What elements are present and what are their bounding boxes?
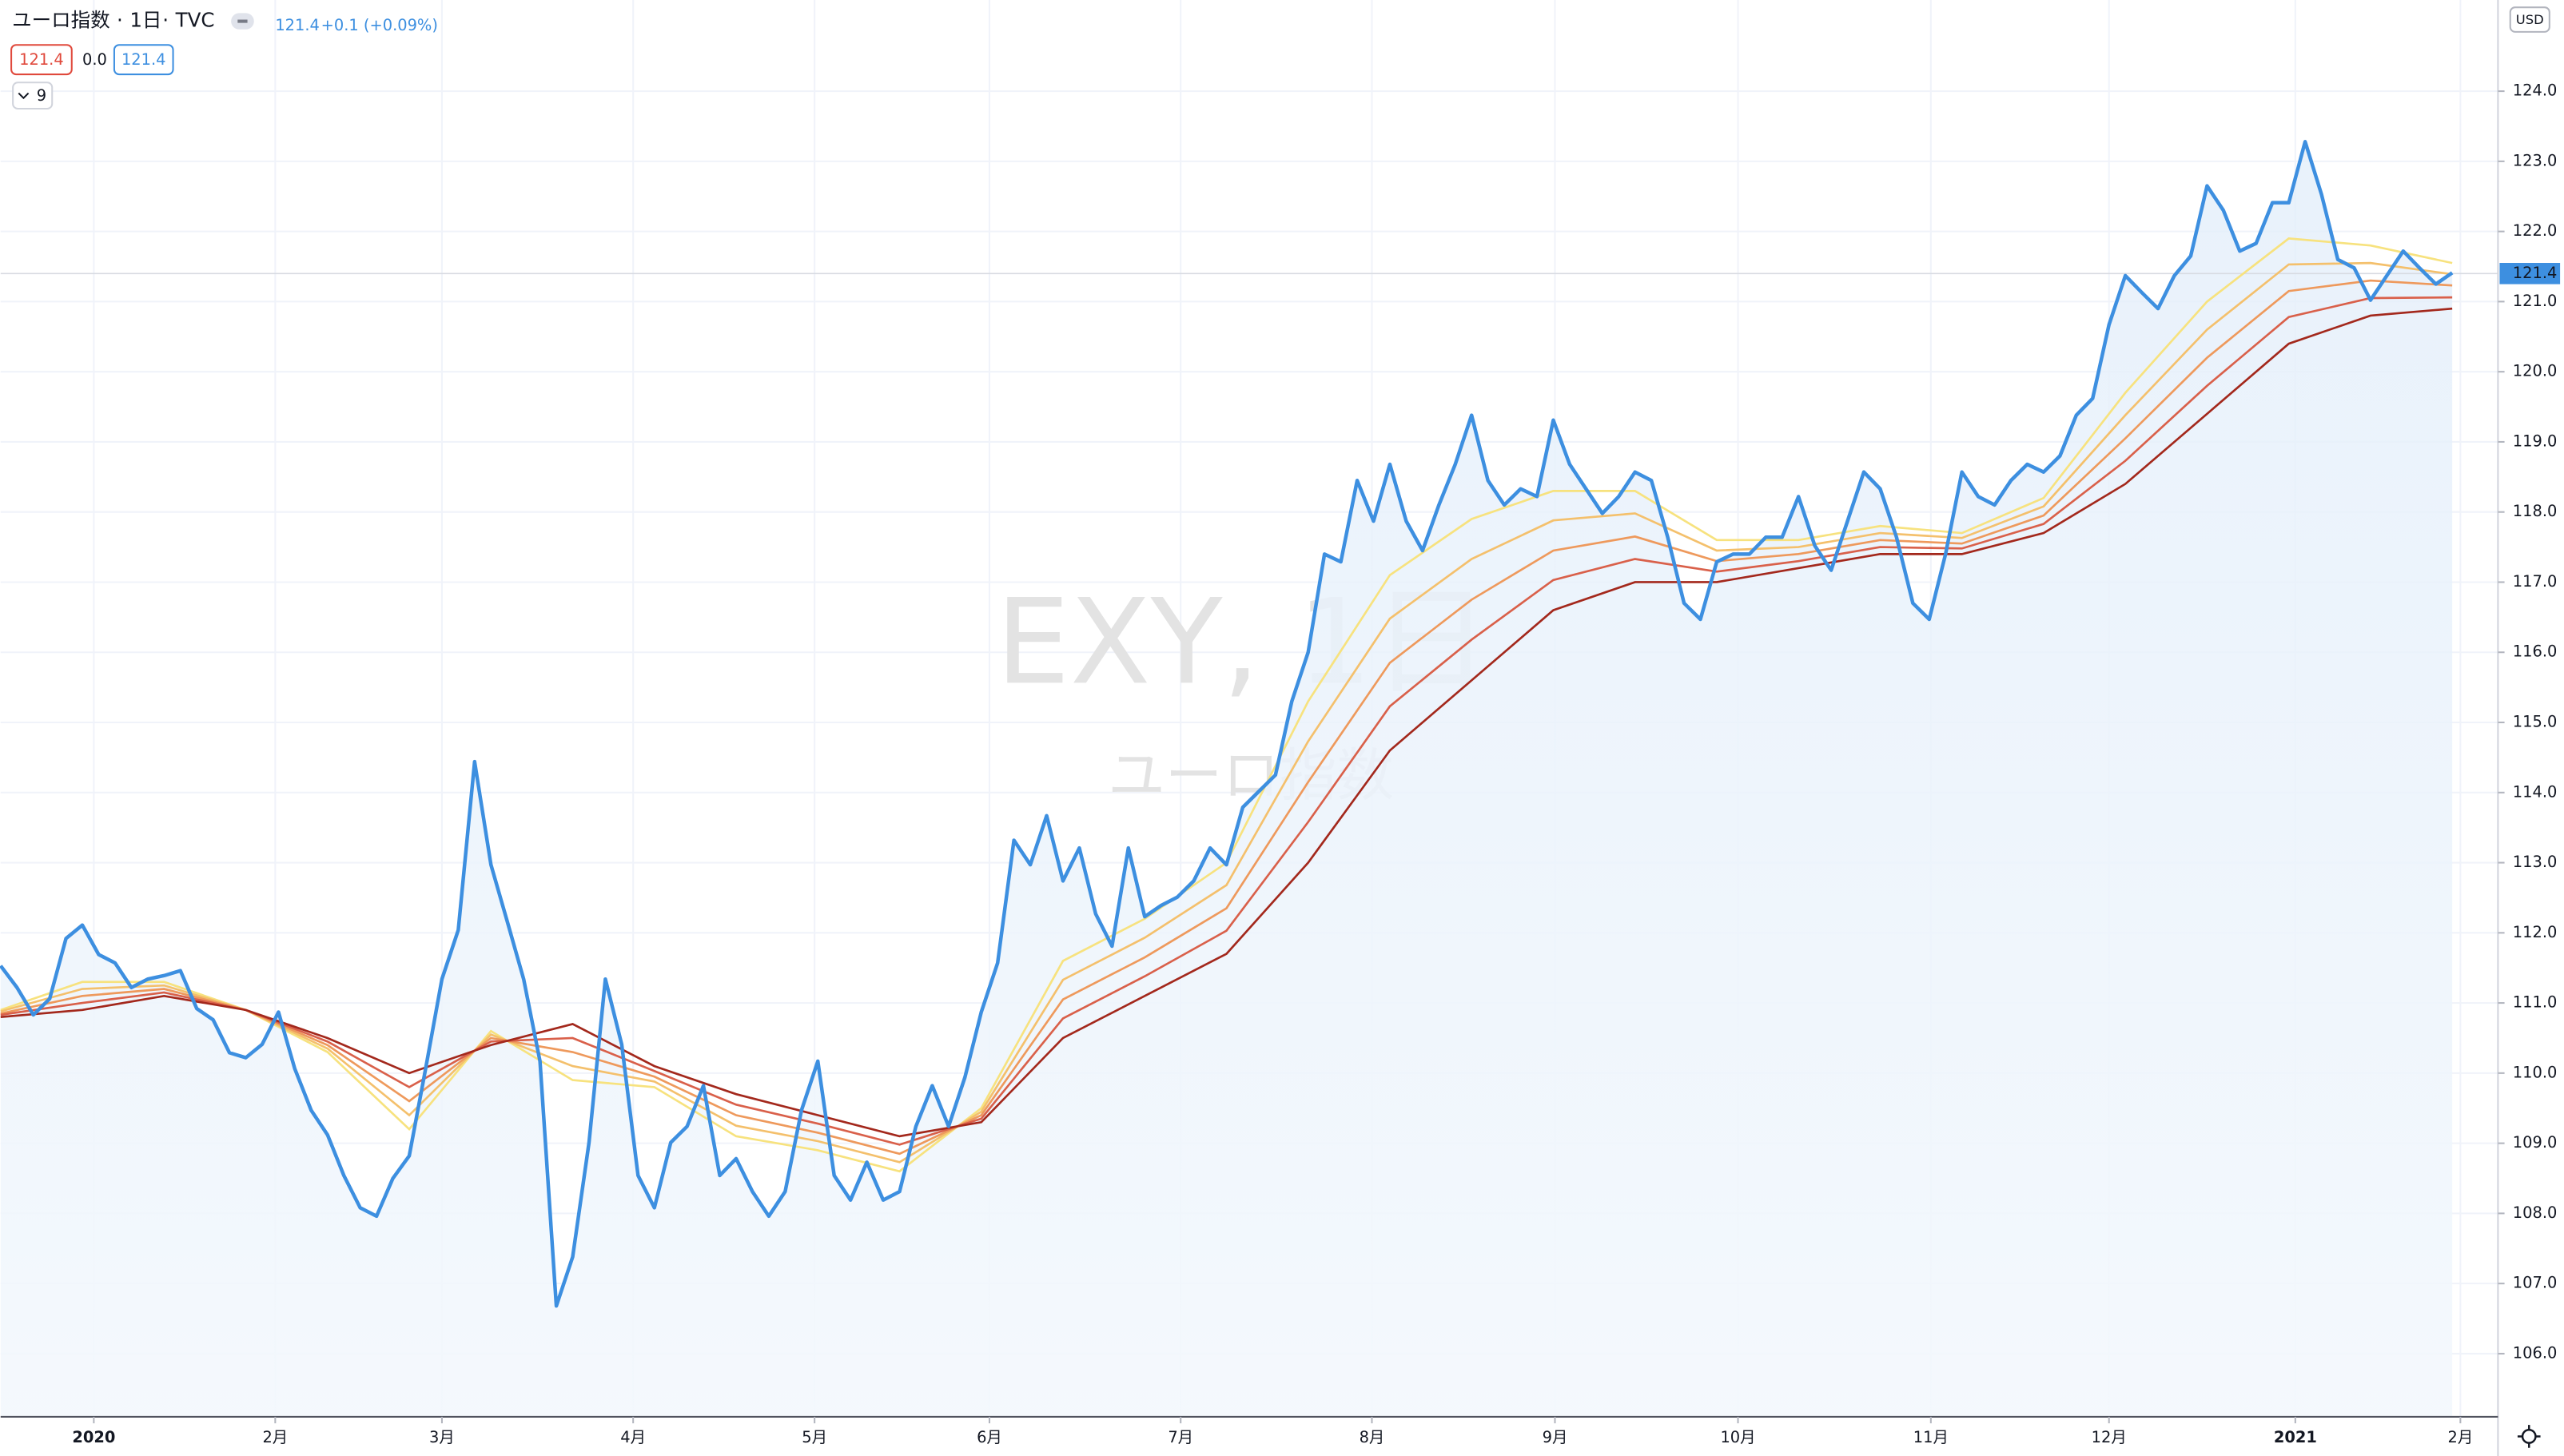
chevron-icon bbox=[18, 92, 30, 100]
last-price-tag bbox=[2499, 263, 2561, 284]
y-tick-label: 113.0 bbox=[2513, 853, 2558, 871]
x-tick-label: 2021 bbox=[2274, 1428, 2317, 1446]
interval: 1日 bbox=[129, 9, 161, 32]
axes: 106.0 107.0 108.0 109.0 110.0 111.0 112.0 113.0… bbox=[72, 82, 2561, 1446]
status-dash bbox=[237, 19, 248, 23]
y-tick-label: 112.0 bbox=[2513, 923, 2558, 941]
x-tick-label: 2月 bbox=[2447, 1428, 2473, 1446]
indicator-box[interactable] bbox=[10, 44, 73, 76]
y-tick-label: 124.0 bbox=[2513, 82, 2558, 100]
x-tick-label: 12月 bbox=[2092, 1428, 2127, 1446]
y-tick-label: 115.0 bbox=[2513, 713, 2558, 731]
ribbon-line bbox=[0, 279, 2453, 1156]
x-tick-label: 2020 bbox=[72, 1428, 115, 1446]
symbol-name: ユーロ指数 bbox=[12, 9, 110, 32]
x-tick-label: 7月 bbox=[1168, 1428, 1193, 1446]
exchange: TVC bbox=[175, 9, 215, 32]
y-tick-label: 107.0 bbox=[2513, 1274, 2558, 1292]
separator: · bbox=[162, 9, 169, 32]
price-area bbox=[0, 141, 2453, 1417]
y-tick-label: 110.0 bbox=[2513, 1063, 2558, 1081]
x-tick-label: 8月 bbox=[1360, 1428, 1385, 1446]
y-tick-label: 114.0 bbox=[2513, 782, 2558, 801]
x-tick-label: 5月 bbox=[802, 1428, 827, 1446]
x-tick-label: 2月 bbox=[262, 1428, 288, 1446]
ribbon-line bbox=[0, 261, 2453, 1164]
x-tick-label: 6月 bbox=[977, 1428, 1002, 1446]
indicator-value: 121.4 bbox=[121, 50, 166, 69]
y-tick-label: 117.0 bbox=[2513, 572, 2558, 591]
indicator-value: 121.4 bbox=[19, 50, 64, 69]
x-tick-label: 4月 bbox=[620, 1428, 646, 1446]
indicator-count: 9 bbox=[37, 86, 46, 105]
currency: USD bbox=[2516, 12, 2544, 27]
x-tick-label: 9月 bbox=[1543, 1428, 1568, 1446]
y-tick-label: 123.0 bbox=[2513, 151, 2558, 169]
legend-change: +0.1 (+0.09%) bbox=[321, 16, 438, 34]
settings-icon-teeth bbox=[2517, 1425, 2541, 1448]
collapse-button[interactable] bbox=[12, 82, 54, 110]
indicator-value: 0.0 bbox=[82, 50, 107, 69]
ribbon-line bbox=[0, 307, 2453, 1138]
y-tick-label: 120.0 bbox=[2513, 362, 2558, 380]
separator: · bbox=[117, 9, 123, 32]
y-tick-label: 118.0 bbox=[2513, 502, 2558, 520]
y-tick-label: 116.0 bbox=[2513, 642, 2558, 661]
indicator-box[interactable] bbox=[113, 44, 174, 76]
y-tick-label: 121.0 bbox=[2513, 292, 2558, 310]
x-tick-label: 10月 bbox=[1720, 1428, 1755, 1446]
currency-box[interactable] bbox=[2509, 6, 2550, 33]
price-line bbox=[0, 140, 2454, 1308]
x-tick-label: 3月 bbox=[429, 1428, 455, 1446]
y-tick-label: 122.0 bbox=[2513, 221, 2558, 240]
y-tick-label: 111.0 bbox=[2513, 993, 2558, 1012]
ribbon-line bbox=[0, 296, 2453, 1146]
plot bbox=[0, 140, 2498, 1417]
y-tick-label: 106.0 bbox=[2513, 1343, 2558, 1362]
y-tick-label: 119.0 bbox=[2513, 432, 2558, 450]
last-price-label: 121.4 bbox=[2513, 264, 2558, 282]
y-tick-label: 109.0 bbox=[2513, 1133, 2558, 1152]
x-tick-label: 11月 bbox=[1913, 1428, 1949, 1446]
y-tick-label: 108.0 bbox=[2513, 1203, 2558, 1222]
legend-last: 121.4 bbox=[275, 16, 320, 34]
